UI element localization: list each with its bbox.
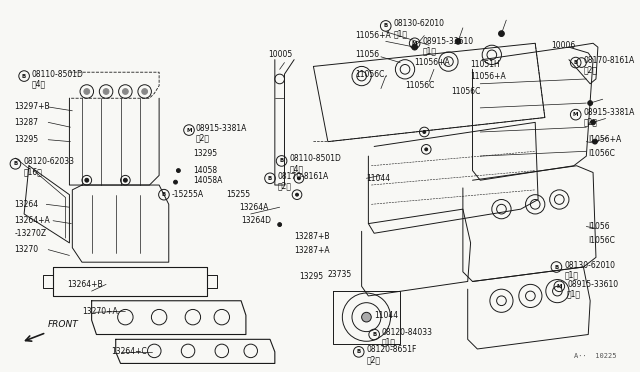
Text: 13270+A: 13270+A [82,307,118,316]
Text: 13270: 13270 [15,245,38,254]
Text: （2）: （2） [278,182,292,190]
Text: 11044: 11044 [367,174,390,183]
Circle shape [412,44,417,50]
Text: （1）: （1） [422,46,436,55]
Circle shape [296,193,298,196]
Text: （2）: （2） [196,133,210,142]
Text: FRONT: FRONT [48,320,79,329]
Text: 08915-3381A: 08915-3381A [196,124,247,133]
Text: -15255A: -15255A [172,190,204,199]
Text: 08915-3381A: 08915-3381A [584,108,635,117]
Text: 13295: 13295 [15,135,38,144]
Circle shape [122,89,128,94]
Text: 11056+A: 11056+A [415,58,451,67]
Circle shape [588,101,593,106]
Text: 11056+A: 11056+A [470,71,506,81]
Text: l1056: l1056 [588,222,610,231]
Text: （1）: （1） [394,29,408,38]
Circle shape [423,131,426,134]
Text: 08915-33610: 08915-33610 [567,280,618,289]
Text: B: B [13,161,17,166]
Text: B: B [22,74,26,78]
Text: M: M [186,128,192,132]
Text: 11056+A: 11056+A [355,31,390,40]
Circle shape [362,312,371,322]
Text: 13264A: 13264A [239,203,269,212]
Text: 13287+A: 13287+A [294,246,330,255]
Circle shape [455,38,461,44]
Circle shape [173,180,177,184]
Circle shape [298,177,300,180]
Text: 08120-8651F: 08120-8651F [367,346,417,355]
Text: 13264D: 13264D [241,216,271,225]
Circle shape [499,31,504,36]
Text: M: M [573,112,579,117]
Text: l1056C: l1056C [588,235,615,244]
Text: M: M [412,41,417,46]
Text: 14058A: 14058A [193,176,222,185]
Text: （1）: （1） [564,270,578,279]
Text: （1）: （1） [382,338,396,347]
Text: 11044: 11044 [374,311,398,320]
Text: B: B [554,264,559,269]
Text: 13264+B: 13264+B [67,280,103,289]
Circle shape [591,120,595,125]
Text: -13270Z: -13270Z [15,229,47,238]
Text: 11056C: 11056C [451,87,481,96]
Circle shape [124,178,127,182]
Text: （4）: （4） [32,79,46,88]
Text: 08120-62033: 08120-62033 [23,157,74,166]
Text: 08110-8501D: 08110-8501D [32,70,84,78]
Text: B: B [356,349,361,355]
Circle shape [141,89,148,94]
Text: 23735: 23735 [328,270,352,279]
Text: 08915-33610: 08915-33610 [422,37,474,46]
Circle shape [177,169,180,173]
Text: B: B [162,192,166,197]
Text: 15255: 15255 [227,190,251,199]
Text: B: B [383,23,388,28]
Text: 08130-62010: 08130-62010 [564,260,615,270]
Text: B: B [268,176,272,181]
Text: 13264: 13264 [15,200,38,209]
Text: 11056C: 11056C [355,70,384,78]
Text: l1056C: l1056C [588,149,615,158]
Text: 14058: 14058 [193,166,217,175]
Text: 08130-62010: 08130-62010 [394,19,444,29]
Text: A··  10225: A·· 10225 [574,353,616,359]
Text: （2）: （2） [367,355,380,364]
Text: 13287+B: 13287+B [294,232,330,241]
Text: B: B [573,60,578,65]
Text: 10006: 10006 [552,41,576,50]
Circle shape [103,89,109,94]
Text: 13297+B: 13297+B [15,102,50,112]
Text: B: B [372,332,376,337]
Text: 13295: 13295 [299,272,323,281]
Text: （4）: （4） [289,164,303,173]
Text: （2）: （2） [584,118,597,127]
Text: 13287: 13287 [15,118,38,127]
Text: B: B [280,158,284,163]
Text: 13264+C: 13264+C [111,347,147,356]
Text: （2）: （2） [584,66,597,75]
Text: 13295: 13295 [193,149,217,158]
Text: M: M [557,284,562,289]
Text: 11051H: 11051H [470,60,500,69]
Circle shape [85,178,89,182]
Text: 10005: 10005 [268,50,292,60]
Circle shape [278,223,282,227]
Circle shape [425,148,428,151]
Text: 11056: 11056 [355,50,379,60]
Text: （16）: （16） [23,167,42,176]
Text: 08120-84033: 08120-84033 [382,328,433,337]
Circle shape [84,89,90,94]
Text: 08170-8161A: 08170-8161A [584,56,635,65]
Text: 13264+A: 13264+A [15,216,50,225]
Text: （1）: （1） [567,289,581,298]
Text: 11056C: 11056C [405,81,435,90]
Text: 08170-8161A: 08170-8161A [278,172,329,181]
Circle shape [593,139,597,144]
Text: 08110-8501D: 08110-8501D [289,154,341,164]
Text: l1056+A: l1056+A [588,135,621,144]
